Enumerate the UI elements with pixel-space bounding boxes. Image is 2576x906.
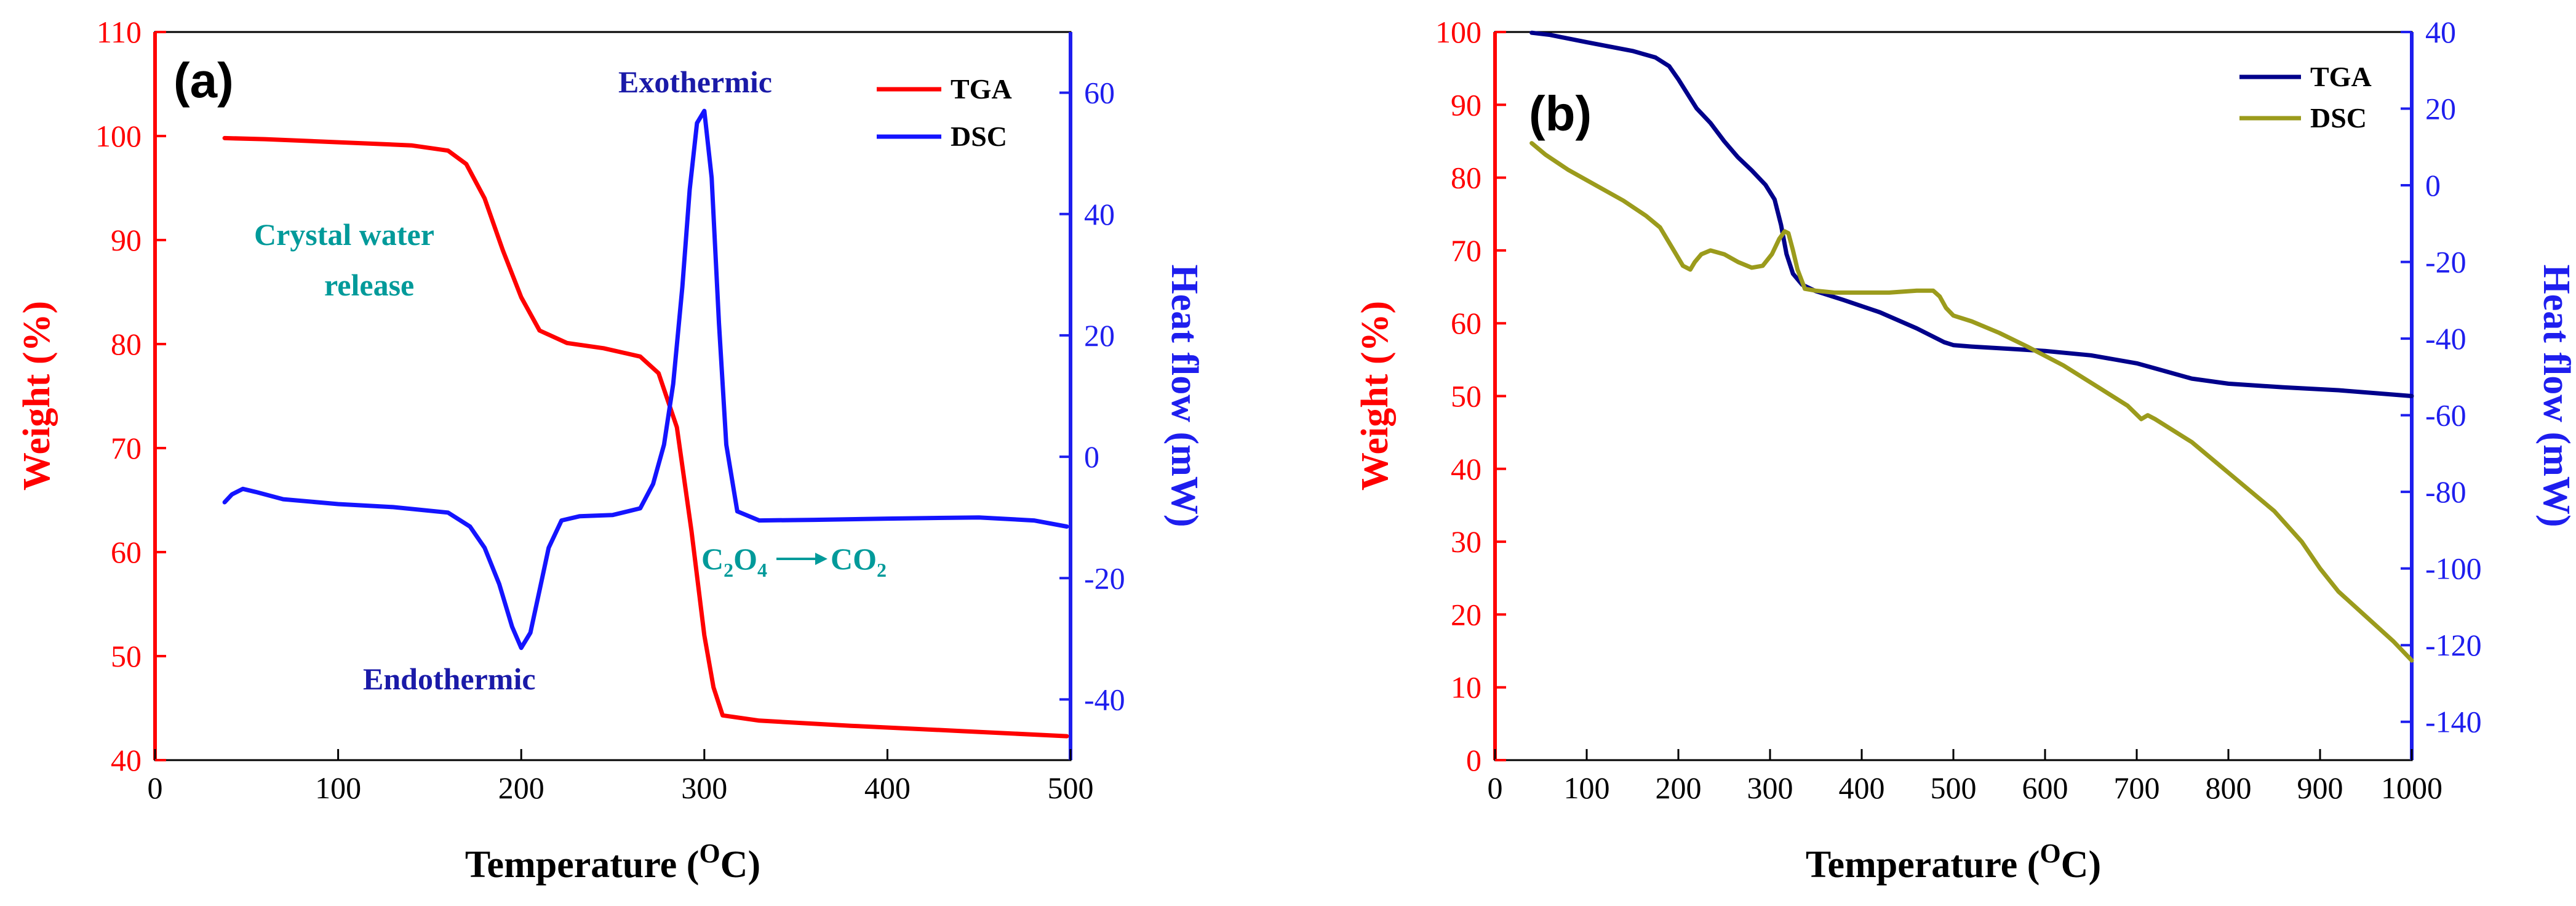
annotation-endothermic: Endothermic: [363, 662, 536, 696]
panel-b-y-left-tick-label: 20: [1451, 597, 1481, 631]
annotation-reaction: C2O4 CO2: [701, 542, 887, 581]
panel-b-label: (b): [1529, 86, 1592, 141]
panel-b-y-axis-right-title: Heat flow (mW): [2535, 265, 2576, 527]
panel-b-legend-tga-label: TGA: [2310, 61, 2372, 92]
panel-b-y-left-tick-label: 80: [1451, 161, 1481, 195]
panel-a-ticks: 0 100 200 300 400 500405060708090100110-40-20…: [95, 15, 1125, 805]
panel-a-y-right-tick-label: -40: [1084, 682, 1125, 716]
annotation-release: release: [324, 268, 414, 302]
panel-a-y-right-tick-label: 60: [1084, 76, 1115, 110]
panel-b-y-right-tick-label: -40: [2425, 321, 2466, 356]
panel-b-plot-frame: [1494, 31, 2413, 761]
panel-b-series: [1529, 30, 2414, 663]
panel-a-y-right-tick-label: 40: [1084, 197, 1115, 231]
panel-a-x-tick-label: 0: [148, 771, 163, 805]
panel-b-x-tick-label: 100: [1564, 771, 1610, 805]
panel-a-x-tick-label: 400: [864, 771, 911, 805]
panel-b-x-tick-label: 300: [1747, 771, 1793, 805]
panel-b: 0 100 200 300 400 500 600 700 800 900 100001020304…: [1354, 15, 2576, 886]
panel-a-legend-dsc-label: DSC: [951, 121, 1007, 152]
panel-b-x-tick-label: 700: [2114, 771, 2160, 805]
panel-b-y-right-tick-label: -60: [2425, 398, 2466, 433]
panel-a-y-left-tick-label: 110: [97, 15, 142, 49]
panel-b-y-left-tick-label: 60: [1451, 306, 1481, 340]
panel-a: 0 100 200 300 400 500405060708090100110-40-20…: [16, 15, 1205, 886]
panel-a-y-left-tick-label: 70: [111, 431, 142, 465]
panel-a-x-axis-title: Temperature (OC): [465, 838, 760, 886]
panel-b-x-tick-label: 800: [2206, 771, 2252, 805]
panel-b-y-right-tick-label: 40: [2425, 15, 2456, 49]
panel-a-y-left-tick-label: 100: [95, 119, 142, 153]
panel-a-y-left-tick-label: 60: [111, 535, 142, 569]
panel-b-x-axis-title: Temperature (OC): [1806, 838, 2101, 886]
panel-b-ticks: 0 100 200 300 400 500 600 700 800 900 100001020304…: [1435, 15, 2482, 805]
panel-a-x-tick-label: 200: [498, 771, 544, 805]
panel-b-y-left-tick-label: 0: [1466, 743, 1481, 777]
panel-a-dsc-line: [222, 108, 1069, 651]
panel-a-y-right-tick-label: 20: [1084, 318, 1115, 353]
panel-b-y-axis-left-title: Weight (%): [1354, 301, 1396, 491]
panel-b-x-tick-label: 400: [1839, 771, 1885, 805]
panel-a-y-left-tick-label: 80: [111, 327, 142, 361]
panel-b-x-tick-label: 500: [1931, 771, 1977, 805]
panel-a-x-tick-label: 300: [681, 771, 727, 805]
panel-b-tga-line: [1529, 30, 2414, 398]
panel-a-tga-line: [222, 135, 1069, 739]
panel-a-y-left-tick-label: 90: [111, 223, 142, 257]
panel-a-y-axis-right-title: Heat flow (mW): [1163, 265, 1205, 527]
panel-b-y-left-tick-label: 90: [1451, 87, 1481, 122]
panel-b-y-left-tick-label: 40: [1451, 452, 1481, 486]
panel-b-y-right-tick-label: -80: [2425, 475, 2466, 509]
panel-b-y-right-tick-label: -100: [2425, 551, 2482, 586]
panel-b-y-left-tick-label: 30: [1451, 524, 1481, 559]
panel-a-x-tick-label: 100: [315, 771, 361, 805]
panel-a-y-left-tick-label: 40: [111, 743, 142, 777]
panel-b-y-right-tick-label: -20: [2425, 245, 2466, 279]
panel-b-x-tick-label: 1000: [2381, 771, 2442, 805]
panel-a-label: (a): [173, 53, 234, 108]
reaction-arrow-head: [815, 553, 827, 565]
panel-b-y-right-tick-label: 0: [2425, 168, 2441, 202]
panel-b-y-left-tick-label: 10: [1451, 670, 1481, 705]
panel-b-y-right-tick-label: -120: [2425, 628, 2482, 662]
svg-text:CO2: CO2: [831, 542, 887, 581]
svg-text:C2O4: C2O4: [701, 542, 767, 581]
annotation-exothermic: Exothermic: [618, 65, 772, 99]
panel-a-y-right-tick-label: 0: [1084, 439, 1099, 474]
panel-b-x-tick-label: 0: [1488, 771, 1503, 805]
panel-b-legend-dsc-label: DSC: [2310, 102, 2367, 134]
panel-b-x-tick-label: 600: [2022, 771, 2068, 805]
panel-b-y-left-tick-label: 70: [1451, 233, 1481, 268]
panel-b-y-right-tick-label: 20: [2425, 92, 2456, 126]
panel-b-y-right-tick-label: -140: [2425, 705, 2482, 739]
panel-a-y-left-tick-label: 50: [111, 639, 142, 673]
panel-b-y-left-tick-label: 50: [1451, 379, 1481, 414]
panel-a-x-tick-label: 500: [1048, 771, 1094, 805]
panel-b-dsc-line: [1529, 141, 2414, 663]
panel-b-x-tick-label: 200: [1656, 771, 1702, 805]
panel-a-legend-tga-label: TGA: [951, 73, 1012, 105]
panel-b-x-tick-label: 900: [2297, 771, 2343, 805]
panel-a-y-axis-left-title: Weight (%): [16, 301, 58, 491]
annotation-crystal-water: Crystal water: [254, 217, 434, 252]
panel-a-y-right-tick-label: -20: [1084, 561, 1125, 595]
panel-b-y-left-tick-label: 100: [1435, 15, 1481, 49]
panel-a-series: [222, 108, 1069, 739]
